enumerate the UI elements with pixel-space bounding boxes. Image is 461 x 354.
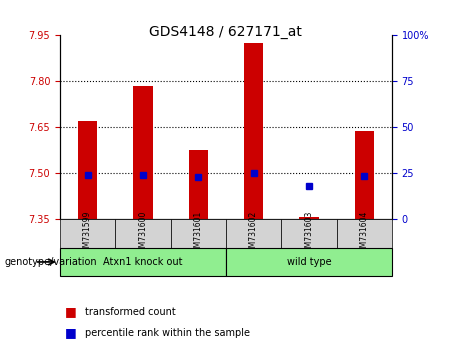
Text: GSM731600: GSM731600 [138, 210, 148, 257]
Text: ■: ■ [65, 326, 76, 339]
Text: GSM731602: GSM731602 [249, 211, 258, 257]
Bar [133, 86, 153, 219]
Text: Atxn1 knock out: Atxn1 knock out [103, 257, 183, 267]
FancyBboxPatch shape [171, 219, 226, 248]
Text: GSM731599: GSM731599 [83, 210, 92, 257]
FancyBboxPatch shape [60, 248, 226, 276]
Text: GDS4148 / 627171_at: GDS4148 / 627171_at [149, 25, 302, 39]
Text: ■: ■ [65, 305, 76, 318]
FancyBboxPatch shape [281, 219, 337, 248]
FancyBboxPatch shape [115, 219, 171, 248]
FancyBboxPatch shape [226, 248, 392, 276]
Bar [355, 131, 374, 219]
Bar [244, 43, 263, 219]
FancyBboxPatch shape [60, 219, 115, 248]
Bar [189, 150, 208, 219]
FancyBboxPatch shape [337, 219, 392, 248]
Text: GSM731603: GSM731603 [304, 210, 313, 257]
Text: GSM731604: GSM731604 [360, 210, 369, 257]
Bar [299, 217, 319, 219]
Text: genotype/variation: genotype/variation [5, 257, 97, 267]
Text: GSM731601: GSM731601 [194, 211, 203, 257]
Text: wild type: wild type [287, 257, 331, 267]
Text: percentile rank within the sample: percentile rank within the sample [85, 328, 250, 338]
Text: transformed count: transformed count [85, 307, 176, 316]
Bar [78, 121, 97, 219]
FancyBboxPatch shape [226, 219, 281, 248]
